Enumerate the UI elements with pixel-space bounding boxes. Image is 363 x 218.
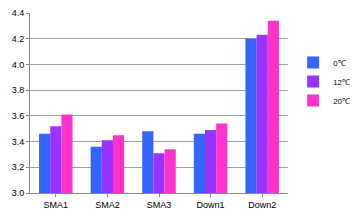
svg-text:3.2: 3.2 <box>12 162 25 172</box>
svg-text:Down2: Down2 <box>248 200 276 210</box>
svg-text:SMA2: SMA2 <box>95 200 120 210</box>
svg-text:20℃: 20℃ <box>333 97 350 106</box>
svg-text:3.6: 3.6 <box>12 111 25 121</box>
svg-text:3.4: 3.4 <box>12 137 25 147</box>
svg-text:SMA3: SMA3 <box>147 200 172 210</box>
svg-text:12℃: 12℃ <box>333 78 350 87</box>
svg-text:3.8: 3.8 <box>12 85 25 95</box>
svg-text:4.0: 4.0 <box>12 60 25 70</box>
svg-text:0℃: 0℃ <box>333 59 345 68</box>
svg-text:4.2: 4.2 <box>12 34 25 44</box>
svg-text:4.4: 4.4 <box>12 8 25 18</box>
svg-text:Down1: Down1 <box>197 200 225 210</box>
svg-text:3.0: 3.0 <box>12 188 25 198</box>
svg-text:SMA1: SMA1 <box>44 200 69 210</box>
